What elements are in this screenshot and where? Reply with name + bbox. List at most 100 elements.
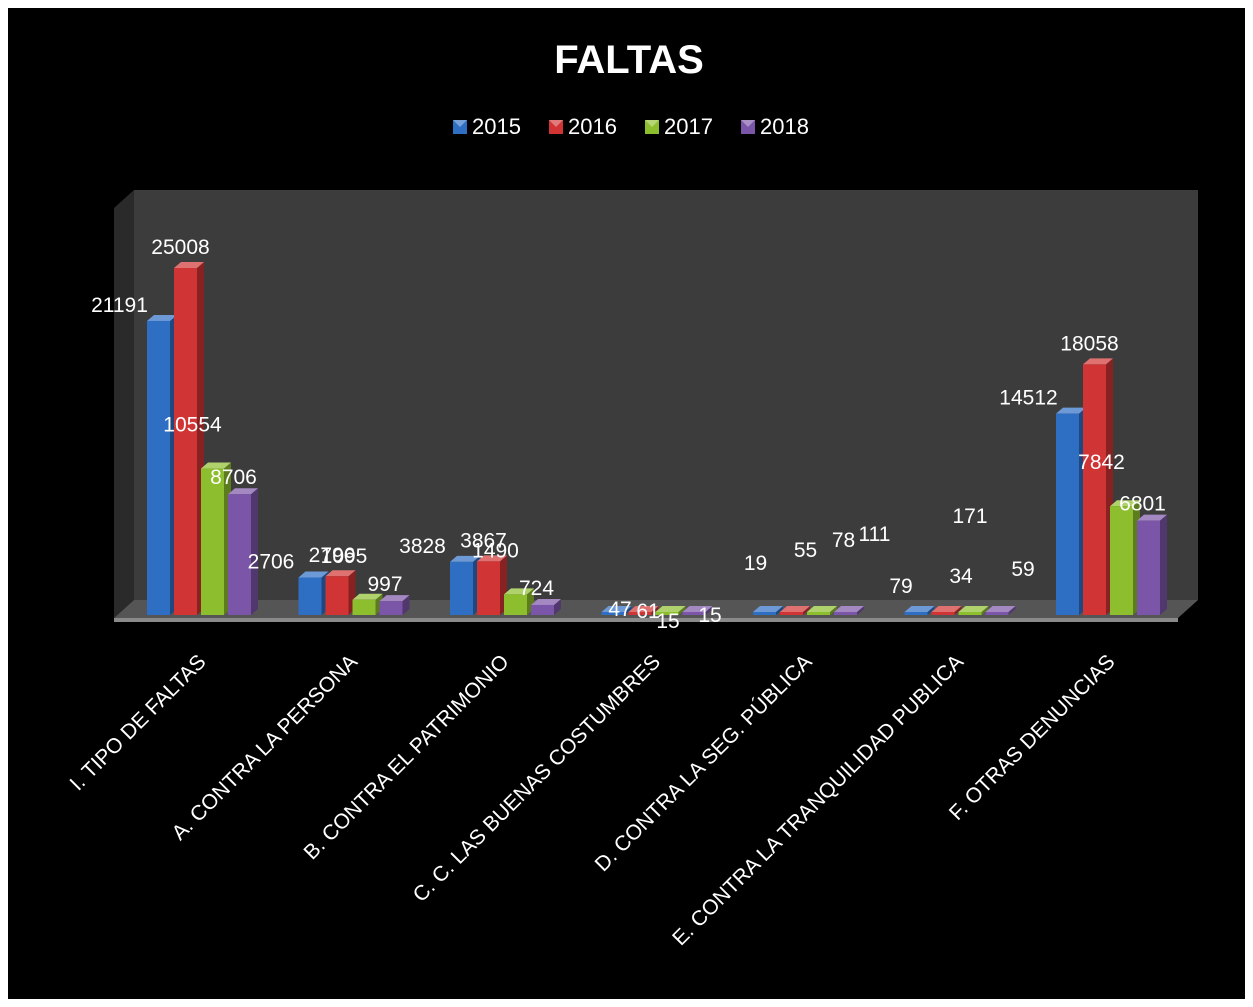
bar-top — [147, 314, 177, 321]
bar-2017-2 — [504, 594, 527, 615]
bar-2017-6 — [1110, 506, 1133, 615]
data-label: 19 — [744, 552, 767, 575]
category-label: F. OTRAS DENUNCIAS — [945, 650, 1120, 825]
bar-2015-4 — [753, 612, 776, 615]
bar-2015-5 — [904, 612, 928, 615]
legend-label-2018: 2018 — [760, 114, 809, 139]
bar-top — [1110, 500, 1140, 507]
bar-top — [352, 593, 383, 600]
bar-2017-1 — [352, 599, 376, 615]
bar-top — [174, 262, 204, 268]
bar-2015-0 — [147, 320, 170, 615]
data-label: 6801 — [1119, 493, 1166, 516]
bar-side — [402, 595, 410, 615]
bar-top — [1083, 358, 1113, 365]
bar-2016-3 — [628, 612, 652, 615]
data-label: 15 — [656, 610, 679, 633]
bar-side — [678, 606, 686, 615]
data-label: 61 — [636, 600, 659, 623]
bar-top — [201, 462, 231, 469]
bar-2016-2 — [477, 561, 500, 615]
bars — [147, 262, 1167, 615]
bar-top — [325, 570, 356, 577]
bar-top — [682, 606, 713, 612]
bar-2018-1 — [379, 601, 403, 615]
bar-side — [1008, 606, 1016, 615]
bar-top — [531, 598, 561, 605]
bar-side — [624, 606, 632, 615]
bar-top — [379, 595, 410, 602]
bar-2018-3 — [682, 612, 706, 615]
legend-label-2015: 2015 — [472, 114, 521, 139]
data-label: 111 — [859, 523, 891, 546]
bar-2018-4 — [834, 612, 857, 615]
legend: 2015 2016 2017 2018 — [453, 114, 809, 139]
legend-label-2017: 2017 — [664, 114, 713, 139]
bar-2016-4 — [780, 612, 803, 615]
bar-2017-5 — [958, 612, 982, 615]
legend-swatch-shine — [741, 120, 755, 127]
data-label: 34 — [949, 565, 973, 588]
bar-top — [958, 606, 989, 612]
bar-2016-5 — [931, 612, 955, 615]
bar-top — [807, 606, 837, 612]
legend-swatch-shine — [453, 120, 467, 127]
data-label: 1095 — [321, 545, 368, 568]
bar-2017-0 — [201, 468, 224, 615]
bar-top — [834, 606, 864, 612]
data-label: 15 — [698, 604, 721, 627]
bar-top — [450, 555, 480, 562]
bar-top — [780, 606, 810, 612]
bar-2016-1 — [325, 576, 349, 615]
bar-top — [628, 606, 659, 612]
bar-2018-5 — [985, 612, 1009, 615]
data-label: 171 — [952, 505, 987, 528]
data-label: 2706 — [248, 550, 295, 573]
bar-side — [830, 606, 837, 615]
category-label: C. C. LAS BUENAS COSTUMBRES — [409, 650, 665, 906]
legend-label-2016: 2016 — [568, 114, 617, 139]
data-label: 10554 — [163, 414, 222, 437]
bar-top — [985, 606, 1016, 612]
data-label: 1490 — [472, 539, 519, 562]
bar-2017-4 — [807, 612, 830, 615]
bar-side — [954, 606, 962, 615]
bar-side — [857, 606, 864, 615]
bar-top — [1137, 514, 1167, 521]
bar-side — [927, 606, 935, 615]
back-wall — [134, 190, 1198, 600]
bar-2017-3 — [655, 612, 679, 615]
data-label: 997 — [367, 573, 402, 596]
bar-side — [1160, 514, 1167, 615]
bar-2015-3 — [601, 612, 625, 615]
data-label: 8706 — [210, 466, 257, 489]
bar-2018-6 — [1137, 520, 1160, 615]
data-label: 724 — [519, 577, 554, 600]
bar-side — [803, 606, 810, 615]
legend-swatch-shine — [645, 120, 659, 127]
data-label: 2796 — [309, 544, 356, 567]
bar-side — [554, 598, 561, 615]
bar-top — [655, 606, 686, 612]
data-label: 14512 — [999, 387, 1057, 410]
bar-top — [904, 606, 935, 612]
data-label: 7842 — [1078, 451, 1125, 474]
data-label: 21191 — [91, 294, 148, 317]
bar-2018-2 — [531, 604, 554, 615]
bar-2015-1 — [298, 577, 322, 615]
bar-top — [601, 606, 632, 612]
data-label: 3867 — [460, 529, 507, 552]
bar-side — [651, 606, 659, 615]
category-label: E. CONTRA LA TRANQUILIDAD PUBLICA — [668, 650, 968, 950]
data-label: 25008 — [151, 236, 209, 259]
bar-top — [477, 555, 507, 562]
data-label: 78 — [832, 529, 855, 552]
bar-2016-6 — [1083, 364, 1106, 615]
bar-side — [776, 606, 783, 615]
bar-2015-2 — [450, 561, 473, 615]
bar-top — [1056, 407, 1086, 414]
category-label: I. TIPO DE FALTAS — [66, 650, 211, 795]
chart-title: FALTAS — [554, 38, 704, 82]
